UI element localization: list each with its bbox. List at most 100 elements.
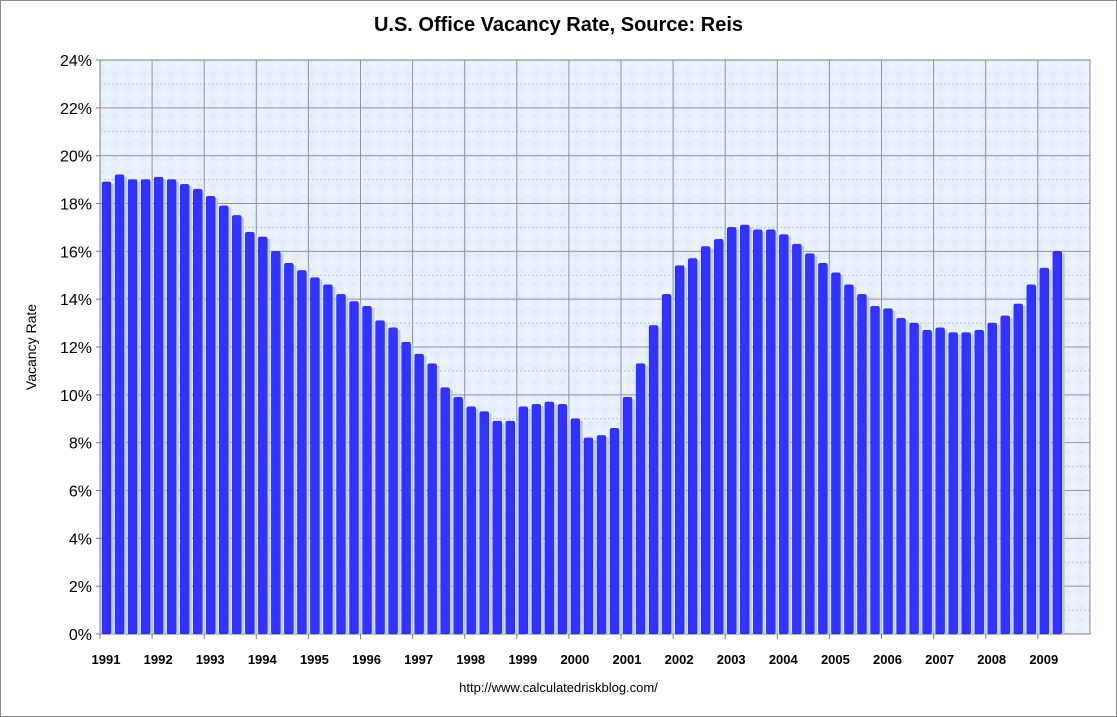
bar bbox=[727, 227, 737, 635]
bar bbox=[140, 179, 151, 635]
x-tick-label: 1992 bbox=[144, 652, 173, 667]
x-tick-labels: 1991 1992 1993 1994 1995 1996 1997 1998 1999 2000… bbox=[92, 634, 1058, 667]
bar bbox=[870, 306, 880, 635]
bar bbox=[232, 215, 242, 635]
bar bbox=[518, 406, 528, 635]
bar bbox=[505, 420, 515, 635]
bar bbox=[153, 176, 164, 635]
bar bbox=[557, 404, 568, 635]
bar bbox=[844, 284, 854, 635]
y-tick-label: 14% bbox=[60, 292, 92, 309]
y-tick-label: 12% bbox=[60, 340, 92, 357]
bar bbox=[127, 179, 138, 635]
bar bbox=[1000, 315, 1010, 635]
bar bbox=[961, 332, 971, 635]
x-tick-label: 2001 bbox=[613, 652, 642, 667]
bar bbox=[427, 363, 437, 635]
bar bbox=[596, 435, 607, 635]
bar bbox=[349, 301, 359, 635]
bar bbox=[323, 284, 333, 635]
x-tick-label: 1995 bbox=[300, 652, 329, 667]
bar bbox=[310, 277, 320, 635]
bar bbox=[206, 196, 216, 635]
x-tick-label: 1999 bbox=[508, 652, 537, 667]
bar bbox=[831, 272, 841, 635]
bar bbox=[219, 205, 229, 635]
bar bbox=[987, 322, 997, 635]
x-tick-label: 1996 bbox=[352, 652, 381, 667]
x-tick-label: 2000 bbox=[560, 652, 589, 667]
bar bbox=[375, 320, 385, 635]
bar bbox=[753, 229, 763, 635]
y-tick-label: 24% bbox=[60, 53, 92, 70]
bar bbox=[805, 253, 815, 635]
bar bbox=[818, 263, 828, 635]
bar bbox=[258, 236, 268, 635]
bar bbox=[700, 246, 711, 635]
bar bbox=[570, 418, 581, 635]
bar bbox=[779, 234, 789, 635]
x-tick-label: 2005 bbox=[821, 652, 850, 667]
y-tick-label: 4% bbox=[69, 531, 92, 548]
bar bbox=[948, 332, 958, 635]
bar bbox=[284, 263, 294, 635]
bar bbox=[740, 224, 750, 635]
bar bbox=[414, 353, 424, 635]
y-tick-label: 0% bbox=[69, 627, 92, 644]
bar bbox=[336, 294, 346, 635]
bar bbox=[179, 184, 190, 635]
x-tick-label: 2008 bbox=[977, 652, 1006, 667]
bar bbox=[974, 330, 984, 635]
bar bbox=[466, 406, 476, 635]
bar bbox=[166, 179, 177, 635]
bar bbox=[922, 330, 932, 635]
x-tick-label: 1991 bbox=[92, 652, 121, 667]
bar bbox=[1013, 303, 1023, 635]
x-tick-label: 2004 bbox=[769, 652, 799, 667]
x-tick-label: 1993 bbox=[196, 652, 225, 667]
bar bbox=[193, 188, 203, 635]
bar bbox=[661, 294, 672, 635]
bar bbox=[388, 327, 398, 635]
x-tick-label: 1994 bbox=[248, 652, 278, 667]
bar bbox=[935, 327, 945, 635]
bar bbox=[453, 396, 463, 635]
bar bbox=[674, 265, 685, 635]
y-tick-label: 6% bbox=[69, 484, 92, 501]
x-tick-label: 2002 bbox=[665, 652, 694, 667]
bar bbox=[271, 251, 281, 635]
y-tick-label: 10% bbox=[60, 388, 92, 405]
bar bbox=[883, 308, 893, 635]
bar bbox=[492, 420, 502, 635]
x-tick-label: 1997 bbox=[404, 652, 433, 667]
x-tick-label: 2007 bbox=[925, 652, 954, 667]
y-tick-labels: 0% 2% 4% 6% 8% 10% 12% 14% 16% 18% 20% 22% 24% bbox=[60, 53, 100, 644]
y-tick-label: 16% bbox=[60, 244, 92, 261]
bar bbox=[544, 401, 555, 635]
y-tick-label: 18% bbox=[60, 197, 92, 214]
x-tick-label: 2006 bbox=[873, 652, 902, 667]
bar bbox=[687, 258, 698, 635]
bar bbox=[297, 270, 307, 635]
bar bbox=[648, 325, 659, 635]
chart-title: U.S. Office Vacancy Rate, Source: Reis bbox=[373, 14, 744, 36]
bar bbox=[792, 243, 802, 635]
x-tick-label: 1998 bbox=[456, 652, 485, 667]
bar bbox=[857, 294, 867, 635]
bar bbox=[401, 341, 411, 635]
bar bbox=[1026, 284, 1036, 635]
bar bbox=[1039, 267, 1049, 635]
bar bbox=[440, 387, 450, 635]
x-tick-label: 2009 bbox=[1029, 652, 1058, 667]
bar bbox=[479, 411, 489, 635]
bar bbox=[531, 404, 542, 635]
bar bbox=[101, 181, 112, 635]
bar bbox=[896, 318, 906, 635]
y-axis-label: Vacancy Rate bbox=[23, 304, 39, 390]
bar bbox=[245, 231, 255, 635]
y-tick-label: 2% bbox=[69, 579, 92, 596]
bar bbox=[635, 363, 646, 635]
bar bbox=[362, 306, 372, 635]
y-tick-label: 22% bbox=[60, 101, 92, 118]
